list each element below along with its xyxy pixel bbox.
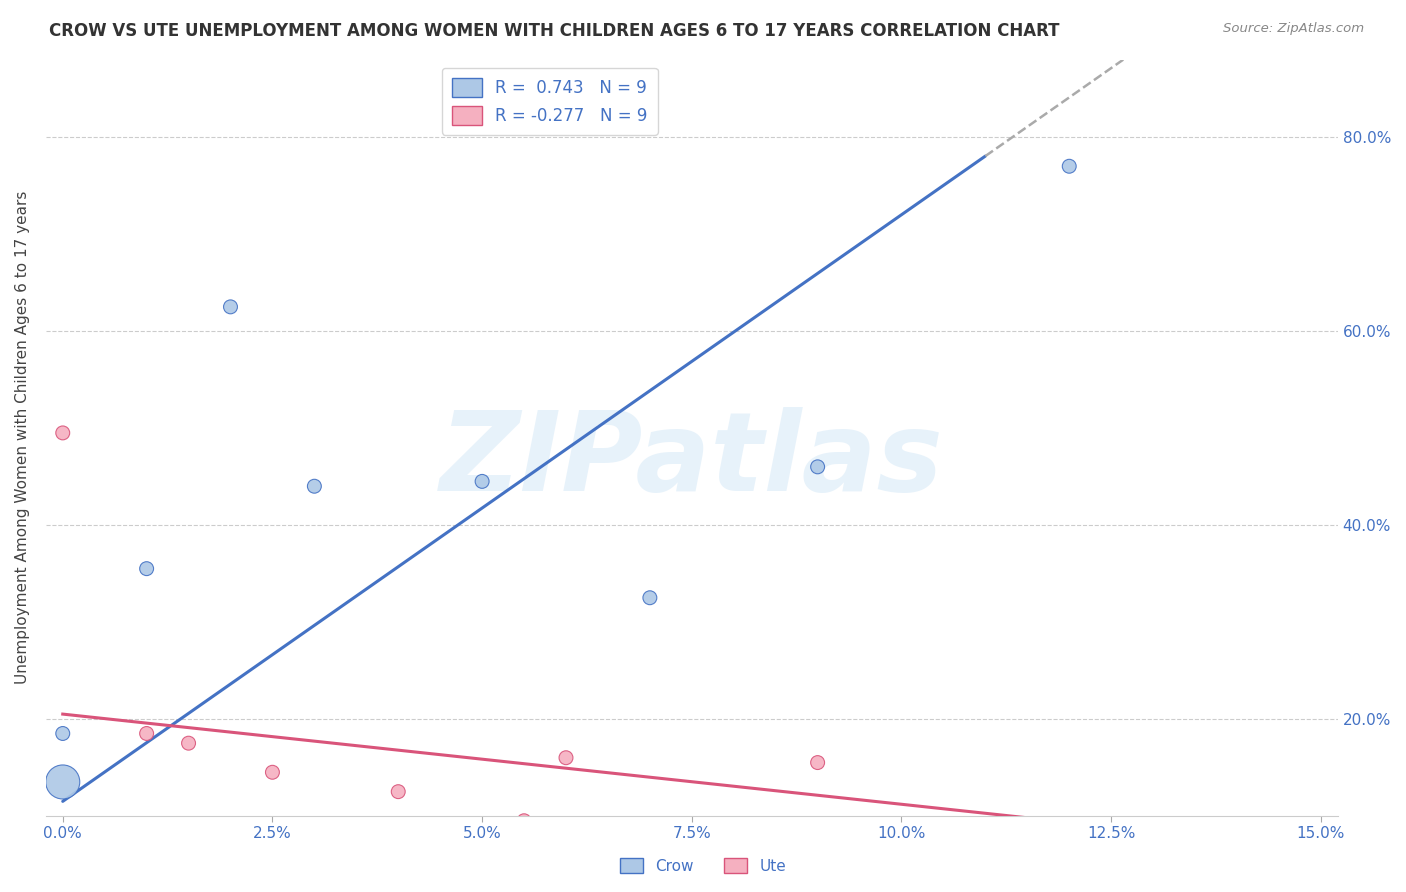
Point (262, 765, 284, 780)
Point (135, 562, 157, 576)
Point (513, 814, 536, 828)
Text: CROW VS UTE UNEMPLOYMENT AMONG WOMEN WITH CHILDREN AGES 6 TO 17 YEARS CORRELATIO: CROW VS UTE UNEMPLOYMENT AMONG WOMEN WIT… (49, 22, 1060, 40)
Point (471, 475, 494, 489)
Point (177, 736, 200, 750)
Point (387, 785, 409, 799)
Point (1142, 828, 1164, 842)
Point (304, 479, 326, 493)
Legend: Crow, Ute: Crow, Ute (614, 852, 792, 880)
Point (1057, 159, 1080, 173)
Text: Source: ZipAtlas.com: Source: ZipAtlas.com (1223, 22, 1364, 36)
Point (52, 775, 75, 789)
Point (52, 726, 75, 740)
Point (52, 425, 75, 440)
Text: ZIPatlas: ZIPatlas (440, 407, 943, 514)
Point (807, 756, 830, 770)
Point (807, 459, 830, 474)
Y-axis label: Unemployment Among Women with Children Ages 6 to 17 years: Unemployment Among Women with Children A… (15, 191, 30, 684)
Point (555, 750, 578, 764)
Point (135, 726, 157, 740)
Point (219, 300, 242, 314)
Point (638, 591, 661, 605)
Legend: R =  0.743   N = 9, R = -0.277   N = 9: R = 0.743 N = 9, R = -0.277 N = 9 (441, 68, 658, 135)
